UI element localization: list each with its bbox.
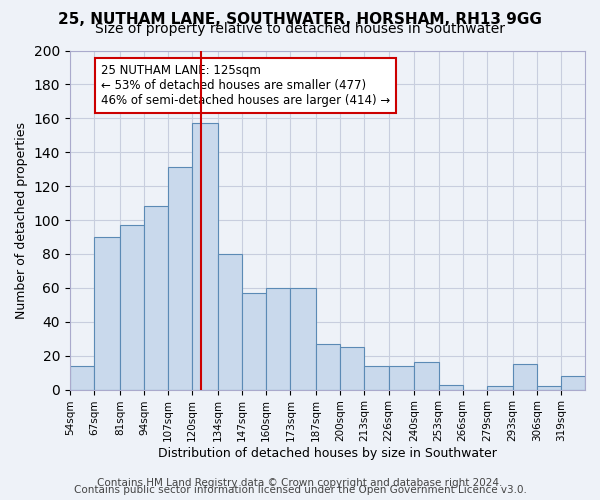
Bar: [290, 288, 316, 390]
Bar: [561, 376, 585, 390]
Bar: [316, 344, 340, 390]
Bar: [513, 364, 537, 390]
Bar: [364, 366, 389, 390]
Bar: [94, 237, 120, 390]
Bar: [487, 386, 513, 390]
Text: Contains public sector information licensed under the Open Government Licence v3: Contains public sector information licen…: [74, 485, 526, 495]
Text: 25 NUTHAM LANE: 125sqm
← 53% of detached houses are smaller (477)
46% of semi-de: 25 NUTHAM LANE: 125sqm ← 53% of detached…: [101, 64, 390, 107]
Text: Size of property relative to detached houses in Southwater: Size of property relative to detached ho…: [95, 22, 505, 36]
Text: 25, NUTHAM LANE, SOUTHWATER, HORSHAM, RH13 9GG: 25, NUTHAM LANE, SOUTHWATER, HORSHAM, RH…: [58, 12, 542, 28]
Bar: [144, 206, 168, 390]
Bar: [537, 386, 561, 390]
Text: Contains HM Land Registry data © Crown copyright and database right 2024.: Contains HM Land Registry data © Crown c…: [97, 478, 503, 488]
Y-axis label: Number of detached properties: Number of detached properties: [15, 122, 28, 318]
Bar: [439, 384, 463, 390]
Bar: [120, 225, 144, 390]
Bar: [266, 288, 290, 390]
Bar: [70, 366, 94, 390]
Bar: [242, 293, 266, 390]
X-axis label: Distribution of detached houses by size in Southwater: Distribution of detached houses by size …: [158, 447, 497, 460]
Bar: [218, 254, 242, 390]
Bar: [192, 124, 218, 390]
Bar: [415, 362, 439, 390]
Bar: [340, 347, 364, 390]
Bar: [168, 168, 192, 390]
Bar: [389, 366, 415, 390]
